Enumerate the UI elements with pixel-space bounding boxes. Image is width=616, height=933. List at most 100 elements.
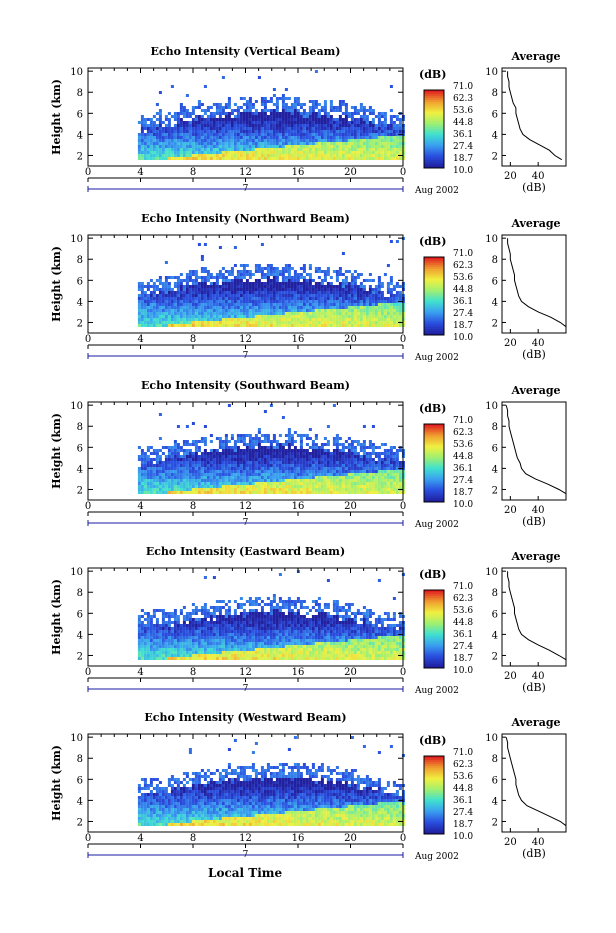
heatmap-cell [318,151,321,154]
heatmap-cell [174,142,177,145]
heatmap-cell [222,324,225,327]
heatmap-cell [267,121,270,124]
heatmap-cell [378,282,381,285]
heatmap-cell [201,133,204,136]
heatmap-cell [333,461,336,464]
heatmap-cell [156,324,159,327]
heatmap-cell [348,491,351,494]
heatmap-cell [339,312,342,315]
heatmap-cell [219,464,222,467]
heatmap-cell [213,285,216,288]
heatmap-cell [345,452,348,455]
heatmap-cell [396,452,399,455]
heatmap-cell [285,121,288,124]
heatmap-cell [192,288,195,291]
heatmap-cell [183,154,186,157]
heatmap-cell [360,133,363,136]
heatmap-cell [318,488,321,491]
heatmap-cell [207,139,210,142]
heatmap-cell [330,133,333,136]
heatmap-cell [246,470,249,473]
heatmap-cell [381,321,384,324]
heatmap-cell [273,148,276,151]
heatmap-cell [246,133,249,136]
heatmap-cell [219,306,222,309]
heatmap-cell [255,121,258,124]
y-tick-label: 4 [77,130,83,141]
heatmap-cell [237,294,240,297]
heatmap-cell [207,106,210,109]
heatmap-cell [291,151,294,154]
heatmap-cell [246,452,249,455]
heatmap-cell [231,482,234,485]
heatmap-cell [339,121,342,124]
heatmap-cell [243,124,246,127]
heatmap-cell [306,455,309,458]
heatmap-cell [276,443,279,446]
heatmap-cell [138,282,141,285]
heatmap-cell [264,139,267,142]
heatmap-cell [246,488,249,491]
heatmap-cell [144,148,147,151]
heatmap-cell [327,154,330,157]
heatmap-cell [297,491,300,494]
heatmap-cell [369,139,372,142]
heatmap-cell [279,115,282,118]
heatmap-cell [387,142,390,145]
heatmap-cell [225,461,228,464]
heatmap-cell [354,482,357,485]
heatmap-cell [213,118,216,121]
heatmap-cell [330,139,333,142]
heatmap-cell [339,318,342,321]
heatmap-cell [321,318,324,321]
heatmap-cell [267,133,270,136]
heatmap-cell [189,315,192,318]
heatmap-cell [198,467,201,470]
heatmap-cell [156,476,159,479]
heatmap-cell [378,294,381,297]
x-tick-label: 12 [239,167,252,178]
heatmap-cell [213,306,216,309]
heatmap-cell [174,479,177,482]
heatmap-cell [201,288,204,291]
heatmap-cell [231,154,234,157]
heatmap-cell [138,300,141,303]
heatmap-cell [192,157,195,160]
avg-y-tick-label: 8 [492,422,498,433]
heatmap-cell [183,127,186,130]
heatmap-cell [234,306,237,309]
heatmap-cell [207,276,210,279]
heatmap-cell [261,285,264,288]
heatmap-cell [354,318,357,321]
heatmap-cell [318,291,321,294]
heatmap-cell [219,437,222,440]
heatmap-cell [312,109,315,112]
heatmap-cell [204,306,207,309]
heatmap-cell [192,318,195,321]
heatmap-cell [255,127,258,130]
heatmap-cell [162,479,165,482]
heatmap-cell [357,318,360,321]
panel-1: Echo Intensity (Vertical Beam)246810Heig… [50,45,566,196]
heatmap-cell [216,464,219,467]
heatmap-cell [219,273,222,276]
heatmap-cell [219,324,222,327]
heatmap-cell [150,133,153,136]
x-tick-label: 8 [190,501,196,512]
heatmap-cell [177,145,180,148]
heatmap-cell [249,145,252,148]
heatmap-cell [186,288,189,291]
heatmap-cell [279,461,282,464]
heatmap-cell [303,270,306,273]
heatmap-cell [195,488,198,491]
heatmap-cell [144,294,147,297]
heatmap-cell [378,142,381,145]
heatmap-cell [282,148,285,151]
heatmap-cell [267,270,270,273]
heatmap-cell [165,491,168,494]
heatmap-cell [237,437,240,440]
heatmap-cell [363,148,366,151]
heatmap-cell [315,145,318,148]
heatmap-cell [303,121,306,124]
heatmap-cell [267,452,270,455]
